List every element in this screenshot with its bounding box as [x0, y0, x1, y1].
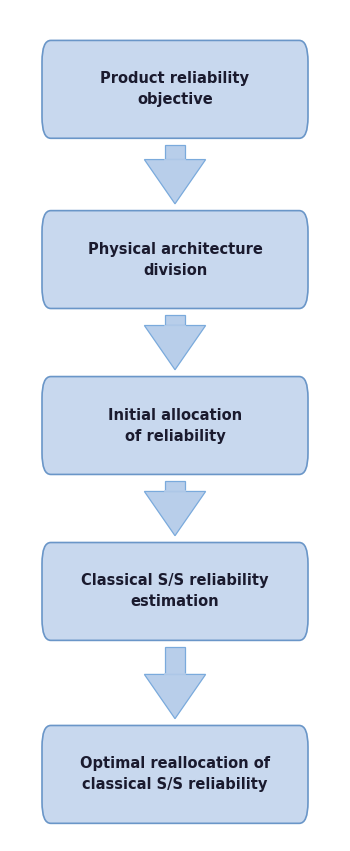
FancyBboxPatch shape: [42, 376, 308, 475]
FancyBboxPatch shape: [42, 543, 308, 640]
Polygon shape: [144, 492, 206, 536]
Text: Product reliability
objective: Product reliability objective: [100, 71, 250, 107]
Polygon shape: [144, 325, 206, 369]
FancyBboxPatch shape: [42, 211, 308, 309]
Text: Optimal reallocation of
classical S/S reliability: Optimal reallocation of classical S/S re…: [80, 757, 270, 792]
Text: Initial allocation
of reliability: Initial allocation of reliability: [108, 408, 242, 443]
FancyBboxPatch shape: [165, 482, 185, 492]
FancyBboxPatch shape: [165, 316, 185, 325]
FancyBboxPatch shape: [165, 146, 185, 160]
FancyBboxPatch shape: [42, 41, 308, 139]
FancyBboxPatch shape: [42, 725, 308, 824]
Polygon shape: [144, 160, 206, 204]
Text: Physical architecture
division: Physical architecture division: [88, 242, 262, 277]
FancyBboxPatch shape: [165, 648, 185, 674]
Polygon shape: [144, 674, 206, 718]
Text: Classical S/S reliability
estimation: Classical S/S reliability estimation: [81, 574, 269, 609]
